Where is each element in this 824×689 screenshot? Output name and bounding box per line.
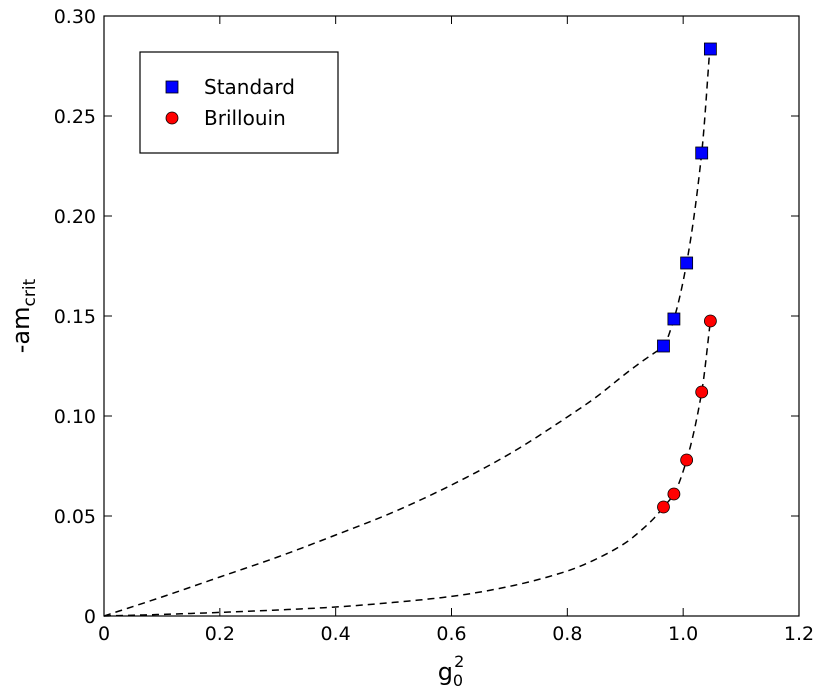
y-tick-label: 0.10 [54, 406, 96, 428]
point-standard [667, 312, 681, 326]
legend: Standard Brillouin [139, 51, 339, 154]
legend-marker-standard [165, 80, 179, 94]
point-brillouin [703, 314, 717, 328]
x-tick-label: 0 [98, 623, 110, 645]
fit-curve-1 [103, 40, 712, 617]
plot-frame [103, 15, 800, 617]
x-axis-label-base: g [438, 658, 453, 686]
legend-box [139, 51, 339, 154]
x-tick-label: 0.8 [552, 623, 582, 645]
legend-marker-brillouin [165, 111, 179, 125]
point-standard [657, 339, 670, 353]
x-tick-label: 0.6 [436, 623, 466, 645]
legend-label-standard: Standard [204, 75, 295, 99]
point-brillouin [657, 500, 670, 514]
point-brillouin [695, 385, 709, 399]
x-tick-label: 1.0 [668, 623, 698, 645]
x-tick-label: 0.2 [205, 623, 235, 645]
axis-ticks: 0 0.2 0.4 0.6 0.8 1.0 1.2 0 0.05 0.10 0.15 0.20 0.25… [54, 6, 814, 645]
x-tick-label: 1.2 [784, 623, 814, 645]
point-brillouin [667, 487, 681, 501]
y-tick-label: 0.05 [54, 506, 96, 528]
y-tick-label: 0.15 [54, 306, 96, 328]
x-tick-label: 0.4 [321, 623, 351, 645]
y-tick-label: 0.20 [54, 206, 96, 228]
point-brillouin [680, 453, 694, 467]
point-standard [703, 42, 717, 56]
x-axis-label-subscript: 0 [453, 671, 463, 689]
y-axis-label-base: -am [7, 306, 35, 353]
legend-label-brillouin: Brillouin [204, 106, 286, 130]
x-axis-label-superscript: 2 [454, 652, 464, 671]
x-axis-label: g02 [438, 652, 465, 689]
y-tick-label: 0.25 [54, 106, 96, 128]
y-axis-label-subscript: crit [20, 278, 40, 306]
y-tick-label: 0.30 [54, 6, 96, 28]
point-standard [695, 146, 709, 160]
y-tick-label: 0 [84, 606, 96, 628]
point-standard [680, 256, 694, 270]
y-axis-label: -amcrit [7, 278, 40, 353]
data-markers [657, 42, 717, 514]
